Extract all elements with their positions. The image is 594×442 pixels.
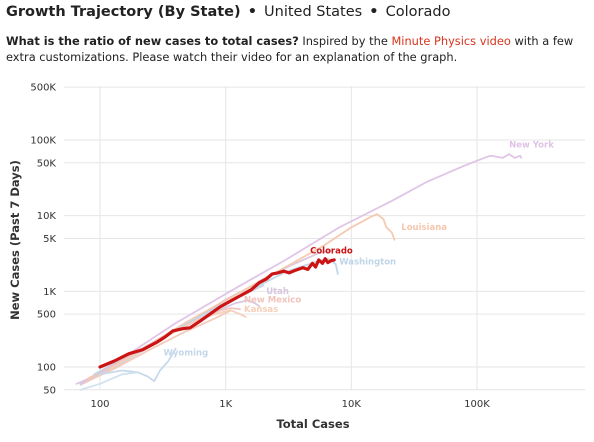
series-lines [75,153,523,391]
grid-lines [64,86,585,391]
title-breadcrumb: Growth Trajectory (By State) • United St… [6,4,590,20]
chart-title: Growth Trajectory (By State) [6,4,241,20]
series-line-colorado[interactable] [98,257,336,369]
y-tick-label: 500 [37,310,56,321]
x-axis-ticks: 100 1K 10K 100K [90,399,490,410]
y-tick-label: 10K [37,211,57,222]
y-tick-label: 500K [30,83,56,94]
y-tick-label: 1K [43,287,56,298]
y-tick-label: 50K [37,158,57,169]
x-tick-label: 100K [464,399,490,410]
x-tick-label: 1K [219,399,232,410]
breadcrumb-separator: • [247,4,257,20]
series-line-other-state[interactable] [83,309,232,384]
series-label-louisiana: Louisiana [401,223,447,233]
y-tick-label: 5K [43,234,56,245]
chart-header: Growth Trajectory (By State) • United St… [6,4,590,65]
series-line-louisiana[interactable] [86,213,396,380]
description-question: What is the ratio of new cases to total … [6,34,299,48]
series-label-utah: Utah [266,287,289,297]
y-axis-title: New Cases (Past 7 Days) [8,160,22,320]
y-tick-label: 100 [37,363,56,374]
y-tick-label: 50 [43,385,56,396]
breadcrumb-country[interactable]: United States [264,4,363,20]
y-tick-label: 100K [30,136,56,147]
x-tick-label: 10K [342,399,362,410]
series-line-other-state[interactable] [79,371,139,391]
series-label-wyoming: Wyoming [164,349,209,359]
x-axis-title: Total Cases [276,417,349,431]
breadcrumb-separator: • [369,4,379,20]
y-axis-ticks: 50 100 500 1K 5K 10K 50K 100K 500K [30,83,56,397]
series-label-kansas: Kansas [244,305,278,315]
x-tick-label: 100 [90,399,109,410]
series-label-new-mexico: New Mexico [244,296,301,306]
series-label-colorado: Colorado [310,247,353,257]
breadcrumb-state[interactable]: Colorado [385,4,451,20]
series-line-new-york[interactable] [79,153,523,385]
series-label-new-york: New York [509,140,554,150]
series-line-other-state[interactable] [79,284,265,386]
chart-description: What is the ratio of new cases to total … [6,33,590,65]
description-outro: with a few extra customizations. Please … [6,34,574,64]
minute-physics-link[interactable]: Minute Physics video [391,34,511,48]
series-label-washington: Washington [339,258,396,268]
description-intro: Inspired by the [298,34,392,48]
series-line-wyoming[interactable] [99,347,177,383]
